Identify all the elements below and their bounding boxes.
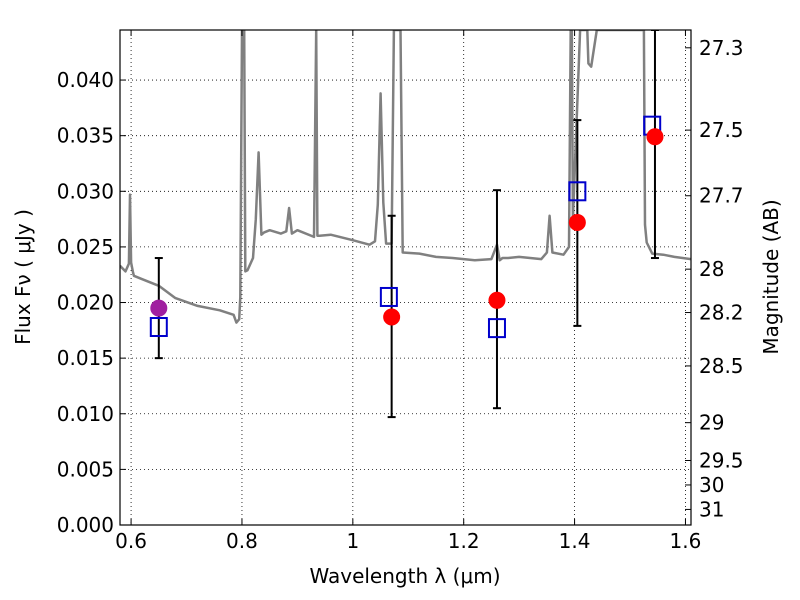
y2-axis-title: Magnitude (AB) xyxy=(759,199,783,354)
y-tick-label: 0.040 xyxy=(57,68,114,92)
observed-flux-point xyxy=(488,291,506,309)
y-tick-label: 0.020 xyxy=(57,291,114,315)
y2-tick-label: 30 xyxy=(699,473,724,497)
y2-tick-label: 27.3 xyxy=(699,36,744,60)
grid-lines xyxy=(120,30,691,525)
y2-tick-label: 29.5 xyxy=(699,448,744,472)
model-photometry-square xyxy=(379,286,398,307)
model-photometry-square xyxy=(149,317,168,337)
y-tick-label: 0.015 xyxy=(57,346,114,370)
y-tick-label: 0.010 xyxy=(57,402,114,426)
x-tick-label: 1.6 xyxy=(670,529,702,553)
y-tick-label: 0.025 xyxy=(57,235,114,259)
sed-spectrum-line xyxy=(120,30,691,324)
x-tick-label: 1.4 xyxy=(559,529,591,553)
x-tick-label: 0.6 xyxy=(115,529,147,553)
x-tick-label: 1.2 xyxy=(448,529,480,553)
observed-flux-point xyxy=(383,308,401,326)
y-tick-label: 0.035 xyxy=(57,124,114,148)
y-tick-label: 0.030 xyxy=(57,179,114,203)
y2-tick-label: 28 xyxy=(699,257,724,281)
axis-ticks: 0.6 0.8 1 1.2 1.4 1.6 0.000 0.005 0.010 0.015 0.02… xyxy=(57,30,744,553)
x-tick-label: 0.8 xyxy=(226,529,258,553)
x-tick-label: 1 xyxy=(346,529,359,553)
y2-tick-label: 27.7 xyxy=(699,184,744,208)
observed-flux-point xyxy=(150,299,168,317)
plot-data xyxy=(120,30,691,419)
x-axis-title: Wavelength λ (μm) xyxy=(309,564,500,588)
y2-tick-label: 28.5 xyxy=(699,354,744,378)
plot-frame xyxy=(119,29,692,526)
y2-tick-label: 28.2 xyxy=(699,301,744,325)
y2-tick-label: 31 xyxy=(699,497,724,521)
observed-flux-point xyxy=(646,128,664,146)
y-tick-label: 0.005 xyxy=(57,457,114,481)
model-photometry-square xyxy=(487,318,506,339)
y2-tick-label: 29 xyxy=(699,411,724,435)
y-axis-title: Flux Fν ( μJy ) xyxy=(11,209,35,345)
y2-tick-label: 27.5 xyxy=(699,118,744,142)
observed-flux-point xyxy=(568,213,586,231)
model-photometry-square xyxy=(568,181,587,202)
y-tick-label: 0.000 xyxy=(57,513,114,537)
